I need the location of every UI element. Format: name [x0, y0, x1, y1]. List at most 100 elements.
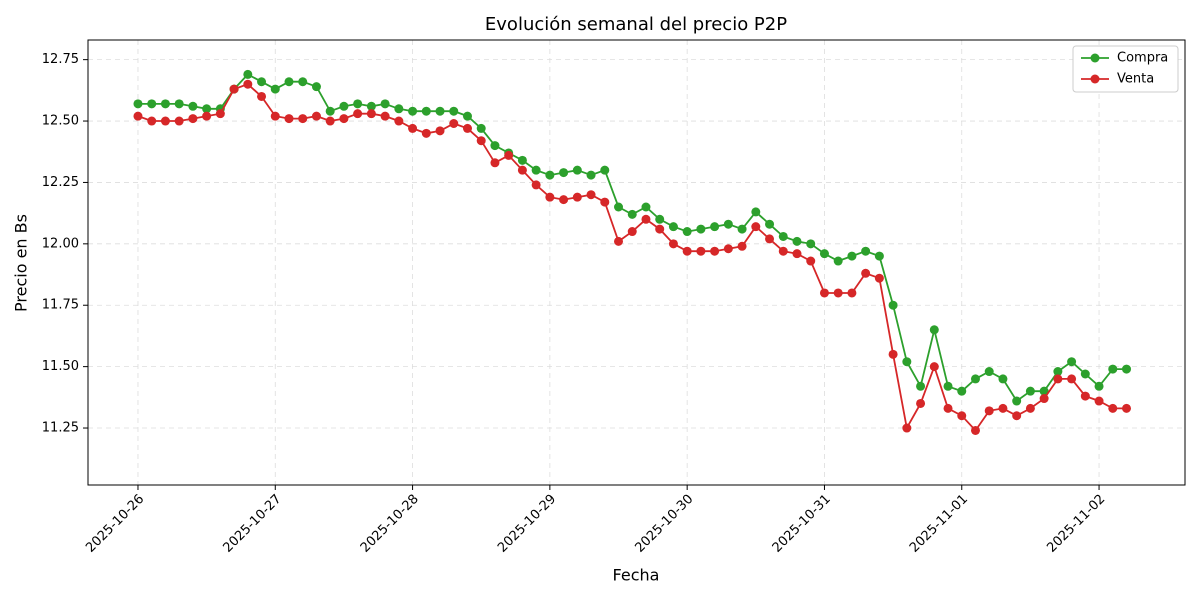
data-point [723, 244, 733, 254]
data-point [215, 109, 225, 119]
data-point [147, 116, 157, 126]
data-point [668, 239, 678, 249]
data-point [819, 288, 829, 298]
data-point [641, 202, 651, 212]
data-point [1012, 411, 1022, 421]
data-point [421, 128, 431, 138]
data-point [449, 106, 459, 116]
data-point [394, 116, 404, 126]
data-point [765, 219, 775, 229]
data-point [833, 288, 843, 298]
data-point [1094, 381, 1104, 391]
data-point [284, 114, 294, 124]
data-point [627, 209, 637, 219]
data-point [682, 227, 692, 237]
data-point [627, 227, 637, 237]
data-point [723, 219, 733, 229]
data-point [462, 111, 472, 121]
data-point [531, 180, 541, 190]
data-point [298, 77, 308, 87]
data-point [270, 84, 280, 94]
data-point [929, 362, 939, 372]
data-point [586, 170, 596, 180]
data-point [778, 231, 788, 241]
data-point [1122, 364, 1132, 374]
data-point [160, 99, 170, 109]
x-tick-label: 2025-10-27 [221, 492, 285, 556]
data-point [366, 101, 376, 111]
legend-label: Compra [1117, 51, 1168, 66]
y-tick-label: 12.50 [42, 114, 79, 129]
data-point [682, 246, 692, 256]
data-point [902, 423, 912, 433]
data-point [970, 425, 980, 435]
data-point [229, 84, 239, 94]
y-tick-label: 11.50 [42, 359, 79, 374]
y-tick-label: 12.25 [42, 175, 79, 190]
data-point [984, 367, 994, 377]
data-point [847, 288, 857, 298]
legend-label: Venta [1117, 72, 1154, 87]
data-point [696, 246, 706, 256]
data-point [449, 118, 459, 128]
plot-frame [87, 39, 1186, 486]
data-point [243, 79, 253, 89]
data-point [394, 104, 404, 114]
data-point [957, 411, 967, 421]
data-point [284, 77, 294, 87]
data-point [366, 109, 376, 119]
legend-marker [1090, 74, 1100, 84]
data-point [559, 195, 569, 205]
data-point [751, 207, 761, 217]
data-point [710, 222, 720, 232]
data-point [655, 224, 665, 234]
data-point [806, 239, 816, 249]
data-point [586, 190, 596, 200]
data-point [737, 224, 747, 234]
data-point [1080, 391, 1090, 401]
data-point [819, 249, 829, 259]
data-point [174, 99, 184, 109]
data-point [943, 381, 953, 391]
data-point [1108, 403, 1118, 413]
data-point [325, 106, 335, 116]
data-point [517, 155, 527, 165]
data-point [970, 374, 980, 384]
data-point [421, 106, 431, 116]
data-point [614, 202, 624, 212]
data-point [998, 374, 1008, 384]
data-point [600, 165, 610, 175]
x-tick-label: 2025-10-26 [83, 492, 147, 556]
data-point [1094, 396, 1104, 406]
data-point [696, 224, 706, 234]
data-point [435, 106, 445, 116]
data-point [476, 136, 486, 146]
data-point [1067, 357, 1077, 367]
x-tick-label: 2025-10-28 [358, 492, 422, 556]
data-point [614, 236, 624, 246]
data-point [806, 256, 816, 266]
data-point [737, 241, 747, 251]
data-point [408, 106, 418, 116]
data-point [490, 141, 500, 151]
data-point [792, 236, 802, 246]
data-point [133, 111, 143, 121]
data-point [1039, 394, 1049, 404]
x-tick-label: 2025-10-31 [770, 492, 834, 556]
y-axis-label: Precio en Bs [12, 214, 31, 312]
data-point [517, 165, 527, 175]
data-point [916, 398, 926, 408]
y-tick-label: 11.25 [42, 421, 79, 436]
data-point [874, 273, 884, 283]
data-point [339, 114, 349, 124]
data-point [984, 406, 994, 416]
data-point [1080, 369, 1090, 379]
data-point [160, 116, 170, 126]
x-tick-label: 2025-10-29 [495, 492, 559, 556]
data-point [957, 386, 967, 396]
data-point [888, 349, 898, 359]
data-point [1053, 374, 1063, 384]
x-tick-label: 2025-11-01 [907, 492, 971, 556]
data-point [504, 150, 514, 160]
